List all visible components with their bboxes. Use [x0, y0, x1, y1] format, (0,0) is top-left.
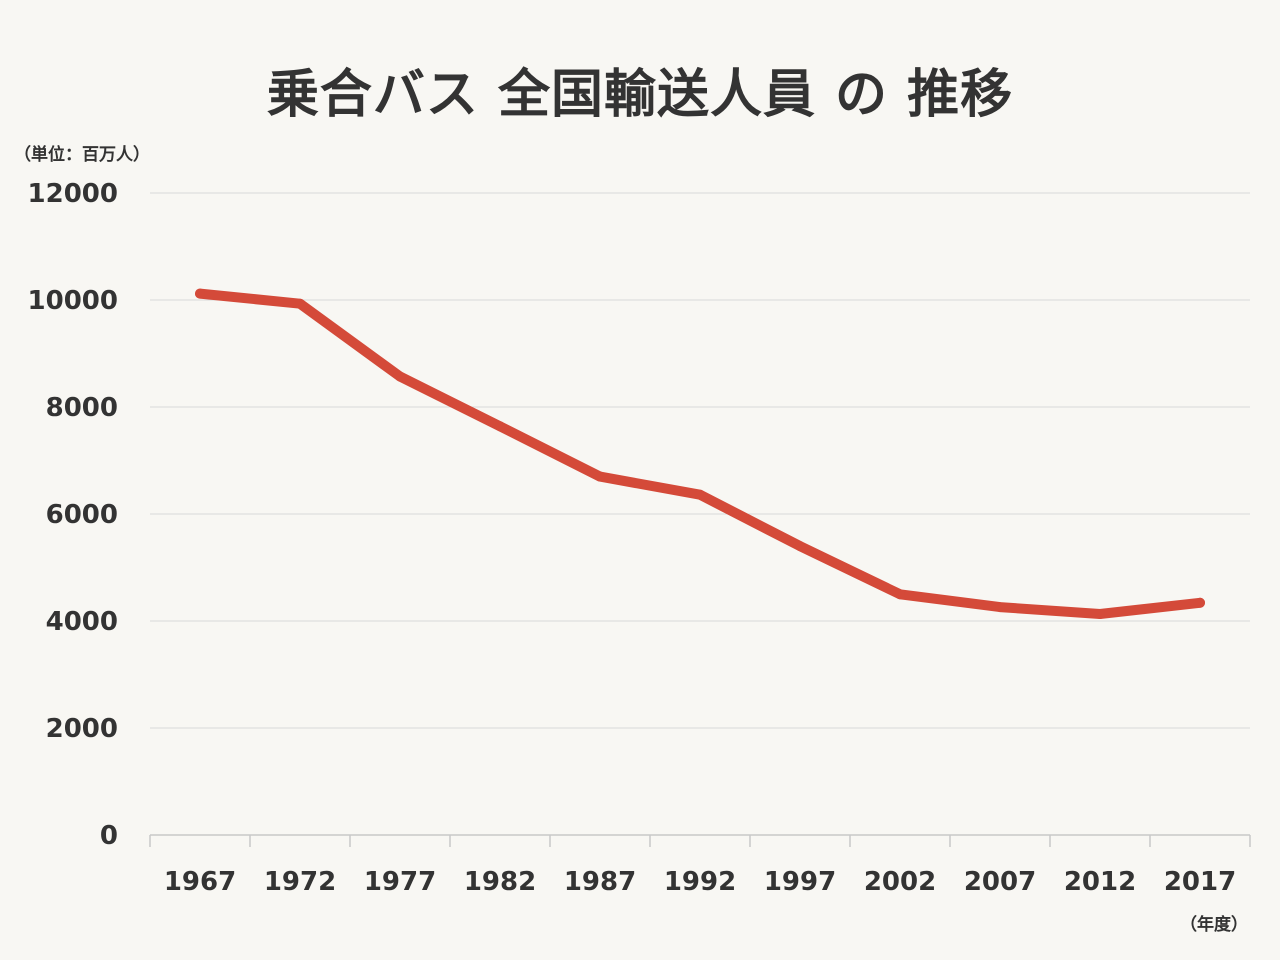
y-tick-label-3: 6000	[46, 500, 118, 530]
data-point-1997	[795, 541, 805, 552]
data-point-2017	[1195, 597, 1205, 608]
y-tick-label-6: 12000	[28, 179, 118, 209]
x-tick-label-1: 1972	[264, 867, 336, 897]
x-tick-label-0: 1967	[164, 867, 236, 897]
y-tick-label-1: 2000	[46, 714, 118, 744]
y-tick-label-5: 10000	[28, 286, 118, 316]
data-point-2012	[1095, 609, 1105, 620]
y-tick-label-2: 4000	[46, 607, 118, 637]
x-tick-label-10: 2017	[1164, 867, 1236, 897]
y-tick-label-4: 8000	[46, 393, 118, 423]
x-tick-label-3: 1982	[464, 867, 536, 897]
x-tick-label-8: 2007	[964, 867, 1036, 897]
chart-title: 乗合バス 全国輸送人員 の 推移	[266, 65, 1014, 125]
x-tick-label-2: 1977	[364, 867, 436, 897]
y-tick-label-0: 0	[100, 821, 118, 851]
x-tick-label-4: 1987	[564, 867, 636, 897]
x-tick-label-7: 2002	[864, 867, 936, 897]
x-axis-unit: （年度）	[1180, 915, 1248, 935]
data-point-1967	[195, 288, 205, 299]
data-point-1987	[595, 471, 605, 482]
x-tick-label-9: 2012	[1064, 867, 1136, 897]
data-point-1982	[495, 421, 505, 432]
x-tick-label-6: 1997	[764, 867, 836, 897]
data-point-2002	[895, 589, 905, 600]
data-point-1977	[395, 371, 405, 382]
series-line-0	[195, 288, 1205, 619]
data-point-1992	[695, 489, 705, 500]
x-tick-label-5: 1992	[664, 867, 736, 897]
y-axis-unit: （単位：百万人）	[14, 145, 150, 165]
data-point-2007	[995, 602, 1005, 613]
data-point-1972	[295, 298, 305, 309]
